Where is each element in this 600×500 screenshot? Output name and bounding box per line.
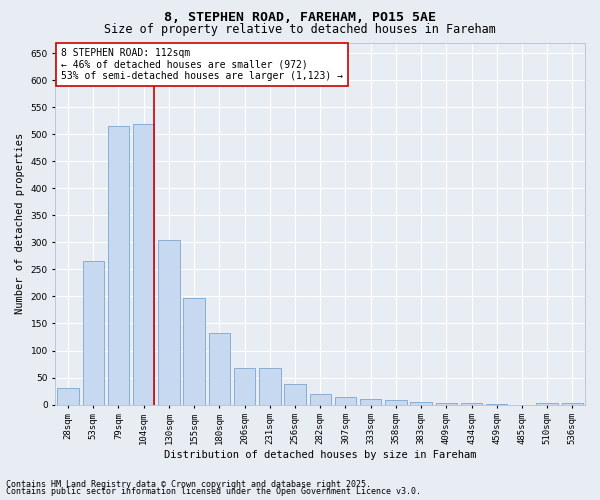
Bar: [562, 403, 583, 404]
Bar: [184, 298, 205, 405]
Text: Size of property relative to detached houses in Fareham: Size of property relative to detached ho…: [104, 24, 496, 36]
Y-axis label: Number of detached properties: Number of detached properties: [15, 133, 25, 314]
Bar: [133, 124, 154, 404]
Bar: [284, 384, 306, 404]
Bar: [310, 394, 331, 404]
X-axis label: Distribution of detached houses by size in Fareham: Distribution of detached houses by size …: [164, 450, 476, 460]
Bar: [58, 388, 79, 404]
Bar: [259, 368, 281, 404]
Bar: [360, 399, 382, 404]
Text: Contains HM Land Registry data © Crown copyright and database right 2025.: Contains HM Land Registry data © Crown c…: [6, 480, 371, 489]
Text: Contains public sector information licensed under the Open Government Licence v3: Contains public sector information licen…: [6, 487, 421, 496]
Text: 8 STEPHEN ROAD: 112sqm
← 46% of detached houses are smaller (972)
53% of semi-de: 8 STEPHEN ROAD: 112sqm ← 46% of detached…: [61, 48, 343, 81]
Bar: [335, 397, 356, 404]
Bar: [410, 402, 432, 404]
Bar: [209, 332, 230, 404]
Bar: [108, 126, 129, 404]
Bar: [385, 400, 407, 404]
Text: 8, STEPHEN ROAD, FAREHAM, PO15 5AE: 8, STEPHEN ROAD, FAREHAM, PO15 5AE: [164, 11, 436, 24]
Bar: [83, 262, 104, 404]
Bar: [234, 368, 255, 404]
Bar: [536, 403, 558, 404]
Bar: [158, 240, 179, 404]
